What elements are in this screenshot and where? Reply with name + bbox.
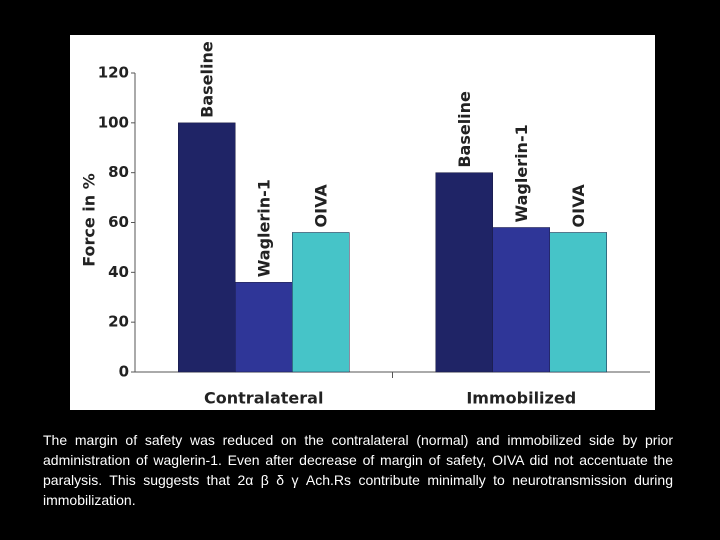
- bar: [549, 232, 607, 373]
- bar: [435, 172, 493, 373]
- y-tick-label: 20: [108, 313, 129, 331]
- y-tick-label: 40: [108, 263, 129, 281]
- bar: [492, 227, 550, 373]
- x-tick-label: Immobilized: [466, 389, 576, 408]
- bar-label: OIVA: [312, 184, 331, 228]
- y-tick-label: 100: [98, 113, 129, 131]
- bar-label: Waglerin-1: [255, 179, 274, 277]
- bar-label: OIVA: [569, 184, 588, 228]
- y-axis-label: Force in %: [80, 173, 99, 267]
- bar-label: Baseline: [198, 41, 217, 118]
- x-tick-label: Contralateral: [204, 389, 323, 408]
- bar-label: Baseline: [455, 91, 474, 168]
- bar-label: Waglerin-1: [512, 124, 531, 222]
- y-tick-label: 120: [98, 64, 129, 82]
- y-tick-label: 80: [108, 163, 129, 181]
- caption: The margin of safety was reduced on the …: [43, 432, 673, 508]
- y-tick-label: 0: [119, 363, 129, 381]
- bar: [178, 122, 236, 373]
- y-tick-label: 60: [108, 213, 129, 231]
- bar: [292, 232, 350, 373]
- bar: [235, 282, 293, 373]
